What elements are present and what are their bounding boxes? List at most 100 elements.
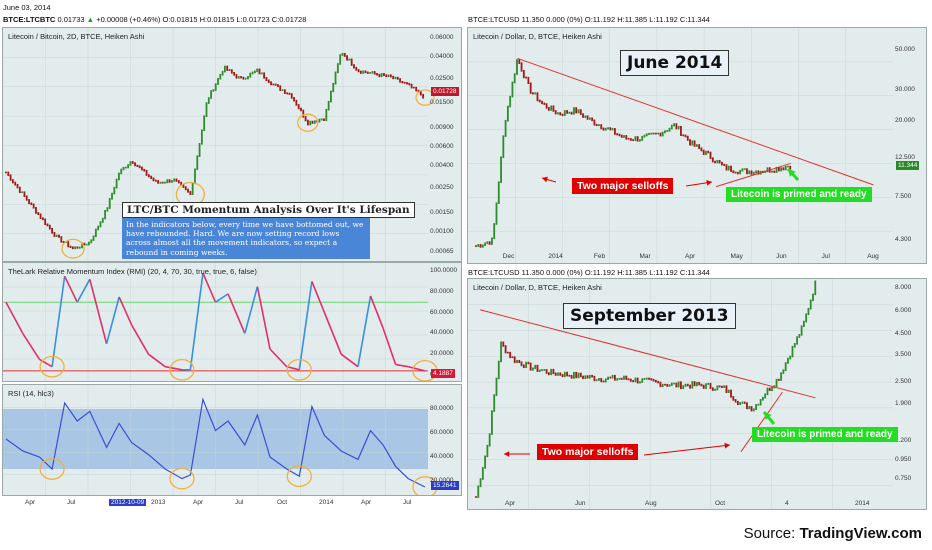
ltcbtc-candle xyxy=(122,166,125,171)
sep-candle xyxy=(793,343,796,348)
ltcusd-sep-title: Litecoin / Dollar, D, BTCE, Heiken Ashi xyxy=(473,283,602,292)
ltcbtc-candle xyxy=(311,120,314,124)
jun-candle xyxy=(641,135,644,141)
ltcbtc-candle xyxy=(58,234,60,238)
jun-candle xyxy=(782,167,785,171)
left-header-change: +0.00008 (+0.46%) xyxy=(96,15,161,24)
ltcbtc-candle xyxy=(194,168,196,185)
right-header-bottom: BTCE:LTCUSD 11.350 0.000 (0%) O:11.192 H… xyxy=(468,268,710,277)
sep-candle xyxy=(784,362,787,372)
sep-candle xyxy=(718,385,721,388)
ltcbtc-candle xyxy=(154,179,157,182)
sep-candle xyxy=(748,406,751,410)
sep-candle xyxy=(500,341,502,363)
left-x-tick: Jul xyxy=(403,499,412,506)
ltcbtc-candle xyxy=(30,202,33,206)
ltcbtc-candle xyxy=(387,74,390,78)
ltcbtc-candle xyxy=(173,178,176,182)
sep-candle xyxy=(516,359,518,364)
rmi-segment xyxy=(89,279,108,345)
sep-candle xyxy=(698,381,701,386)
jun-x-tick: 2014 xyxy=(548,253,563,260)
sep-red-arrow-head xyxy=(504,451,510,457)
sep-candle xyxy=(670,382,673,386)
ltcbtc-candle xyxy=(90,239,93,244)
ltcbtc-candle xyxy=(115,178,118,189)
ltcbtc-candle xyxy=(39,213,42,219)
sep-candle xyxy=(741,401,744,404)
ltcbtc-candle xyxy=(124,166,127,169)
rsi-y-tick: 60.0000 xyxy=(430,429,454,436)
ltcbtc-candle xyxy=(348,58,351,61)
jun-candle xyxy=(634,136,637,141)
rmi-panel[interactable]: TheLark Relative Momentum Index (RMI) (2… xyxy=(2,262,462,382)
jun-candle xyxy=(513,73,516,84)
rmi-segment xyxy=(202,272,217,303)
jun-candle xyxy=(632,139,635,141)
june-selloffs-label: Two major selloffs xyxy=(572,178,674,194)
sep-candle xyxy=(746,402,748,410)
ltcbtc-candle xyxy=(233,72,236,76)
rmi-segment xyxy=(118,296,133,326)
jun-candle xyxy=(577,109,580,114)
jun-candle xyxy=(516,59,518,75)
sep-candle xyxy=(739,402,742,406)
ltcbtc-candle xyxy=(341,52,344,56)
sep-candle xyxy=(789,355,792,360)
ltcbtc-candle xyxy=(412,86,415,89)
sep-candle xyxy=(595,379,598,382)
sep-candle xyxy=(639,381,641,384)
sep-candle xyxy=(629,378,632,382)
ltcbtc-candle xyxy=(53,231,56,237)
jun-candle xyxy=(607,127,609,130)
jun-red-arrow-head xyxy=(542,176,548,183)
ltcbtc-candle xyxy=(373,71,376,75)
source-name: TradingView.com xyxy=(799,525,922,542)
sep-candle xyxy=(586,375,589,379)
sep-candle xyxy=(538,369,541,372)
jun-candle xyxy=(716,159,719,164)
rsi-panel[interactable]: RSI (14, hlc3) 80.0000 60.0000 40.0000 20.0… xyxy=(2,384,462,496)
sep-x-tick: 2014 xyxy=(855,500,870,507)
sep-candle xyxy=(534,364,537,370)
ltcbtc-candle xyxy=(371,71,374,74)
ltcbtc-y-tick: 0.00600 xyxy=(430,142,454,150)
rsi-y-tick: 80.0000 xyxy=(430,405,454,412)
ltcbtc-candle xyxy=(304,115,307,122)
ltcbtc-candle xyxy=(350,58,353,66)
ltcbtc-candle xyxy=(394,76,397,80)
jun-candle xyxy=(664,130,666,134)
ltcbtc-bottom-circle xyxy=(415,89,435,106)
ltcbtc-candle xyxy=(48,224,51,230)
sep-candle xyxy=(591,374,594,378)
ltcbtc-candle xyxy=(219,73,222,80)
rmi-segment xyxy=(244,286,259,334)
jun-candle xyxy=(625,135,628,140)
ltcbtc-candle xyxy=(265,76,268,82)
sep-candle xyxy=(579,372,582,378)
sep-candle xyxy=(730,389,732,398)
ltcbtc-candle xyxy=(281,89,284,91)
jun-y-tick: 12.500 xyxy=(895,153,915,161)
jun-candle xyxy=(588,117,591,120)
jun-candle xyxy=(573,107,575,115)
jun-candle xyxy=(627,138,630,140)
ltcbtc-y-tick: 0.02500 xyxy=(430,75,454,83)
ltcbtc-candle xyxy=(290,93,293,99)
jun-candle xyxy=(568,111,571,114)
ltcbtc-candle xyxy=(136,164,139,168)
ltcbtc-candle xyxy=(403,81,406,84)
jun-candle xyxy=(570,111,573,115)
jun-candle xyxy=(563,110,566,117)
sep-candle xyxy=(550,368,553,376)
sep-candle xyxy=(632,380,635,383)
sep-candle xyxy=(750,406,753,412)
ltcbtc-candle xyxy=(279,85,282,91)
jun-candles xyxy=(475,59,792,248)
ltcbtc-y-tick: 0.00065 xyxy=(430,248,454,256)
sep-candle xyxy=(623,375,625,380)
rmi-segment xyxy=(5,301,24,334)
ltcbtc-candle xyxy=(339,54,342,65)
ltcbtc-candle xyxy=(189,191,192,196)
sep-candle xyxy=(652,378,655,382)
